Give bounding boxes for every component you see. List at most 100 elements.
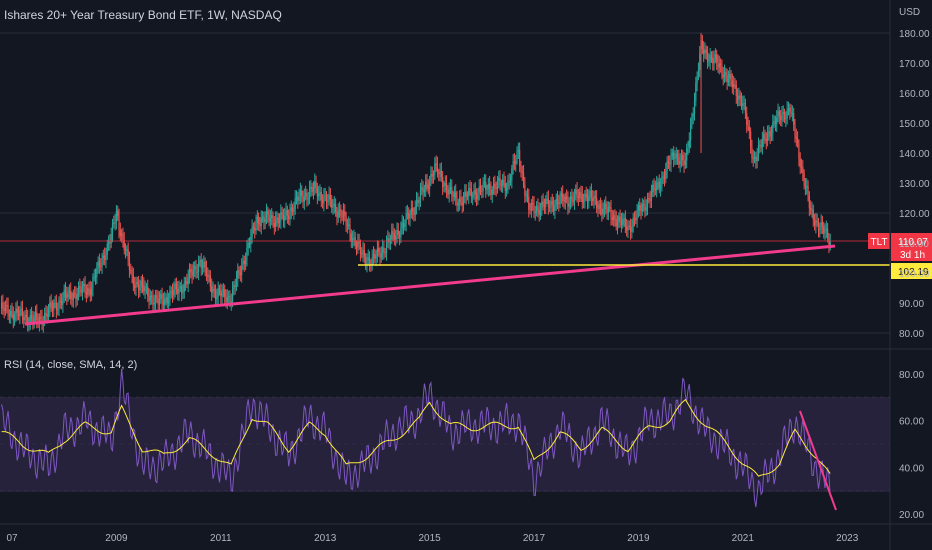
candle-body <box>198 262 200 273</box>
candle-body <box>573 194 576 203</box>
candle-body <box>371 257 373 266</box>
candle-body <box>473 190 475 196</box>
candle-body <box>751 146 753 158</box>
candle-body <box>105 255 107 261</box>
candle-body <box>431 174 433 177</box>
candle-body <box>442 177 444 187</box>
candle-body <box>828 238 830 246</box>
candle-body <box>489 184 491 189</box>
candle-body <box>512 161 514 169</box>
candle-body <box>124 250 127 252</box>
candle-body <box>766 133 769 142</box>
candle-body <box>464 191 466 198</box>
candle-body <box>586 196 589 202</box>
candle-body <box>564 196 566 203</box>
time-axis[interactable]: 07 2009 2011 2013 2015 2017 2019 2021 2023 <box>6 533 858 544</box>
candle-body <box>235 278 238 287</box>
candle-body <box>301 190 303 197</box>
time-tick-label: 2009 <box>105 533 128 544</box>
candle-body <box>324 195 326 197</box>
candle-body <box>111 222 114 235</box>
candle-body <box>468 188 470 197</box>
candle-body <box>328 194 330 201</box>
candle-body <box>577 196 579 199</box>
candle-body <box>669 163 671 165</box>
candle-body <box>710 54 713 58</box>
candle-body <box>562 193 564 201</box>
candle-body <box>606 209 608 213</box>
candle-body <box>88 288 90 290</box>
candle-body <box>675 153 677 159</box>
candle-body <box>611 217 613 220</box>
candle-body <box>256 216 258 223</box>
candle-body <box>637 205 639 212</box>
candle-body <box>11 310 13 314</box>
candle-body <box>38 317 41 324</box>
candle-body <box>802 166 804 174</box>
candle-body <box>670 155 672 165</box>
candle-body <box>320 191 322 201</box>
candle-body <box>160 294 162 299</box>
candle-body <box>440 170 442 178</box>
candle-body <box>396 230 398 236</box>
candle-body <box>222 289 225 293</box>
candle-body <box>225 297 227 303</box>
candle-body <box>524 184 526 196</box>
candle-body <box>533 204 535 213</box>
candle-body <box>333 204 335 207</box>
candle-body <box>384 251 386 253</box>
candle-body <box>444 183 446 186</box>
candle-body <box>695 83 697 101</box>
candle-body <box>757 145 760 156</box>
candle-body <box>820 222 822 230</box>
candle-body <box>474 190 476 195</box>
candle-body <box>211 286 213 293</box>
candle-body <box>601 208 603 215</box>
candle-body <box>693 100 696 114</box>
candle-body <box>582 200 585 203</box>
candle-body <box>686 148 688 161</box>
candle-body <box>190 268 192 273</box>
candle-body <box>717 61 719 68</box>
candle-body <box>626 226 628 231</box>
candle-body <box>145 286 148 288</box>
time-tick-label: 2019 <box>627 533 650 544</box>
price-axis[interactable]: 180.00 170.00 160.00 150.00 140.00 130.00 120.… <box>899 29 930 340</box>
candle-body <box>298 196 300 201</box>
candle-body <box>179 286 181 288</box>
grid-lines <box>0 32 890 492</box>
candle-body <box>596 198 598 209</box>
candle-body <box>183 283 185 293</box>
candle-body <box>295 196 298 199</box>
candle-body <box>417 199 419 203</box>
candle-body <box>181 286 183 294</box>
candle-body <box>639 205 641 211</box>
rsi-series <box>1 368 831 508</box>
candle-body <box>748 126 750 132</box>
candle-body <box>815 220 817 226</box>
candle-body <box>629 226 632 232</box>
candle-body <box>332 206 334 208</box>
candle-body <box>319 191 321 194</box>
rsi-axis[interactable]: 80.00 60.00 40.00 20.00 <box>899 370 924 521</box>
candle-body <box>607 207 609 213</box>
candle-body <box>783 112 786 120</box>
candle-body <box>624 217 626 227</box>
candle-body <box>276 217 278 220</box>
candle-body <box>46 313 48 317</box>
candle-body <box>816 220 818 223</box>
candle-body <box>516 151 518 161</box>
candle-body <box>34 312 37 316</box>
candle-body <box>148 296 150 301</box>
candle-body <box>107 242 110 244</box>
candle-body <box>80 289 82 293</box>
candle-body <box>344 211 346 216</box>
candle-body <box>368 257 371 264</box>
candle-body <box>439 170 441 175</box>
candle-body <box>810 208 812 211</box>
price-tick-label: 140.00 <box>899 149 930 160</box>
candle-body <box>408 212 410 219</box>
candle-body <box>705 50 707 53</box>
candle-body <box>558 202 560 204</box>
